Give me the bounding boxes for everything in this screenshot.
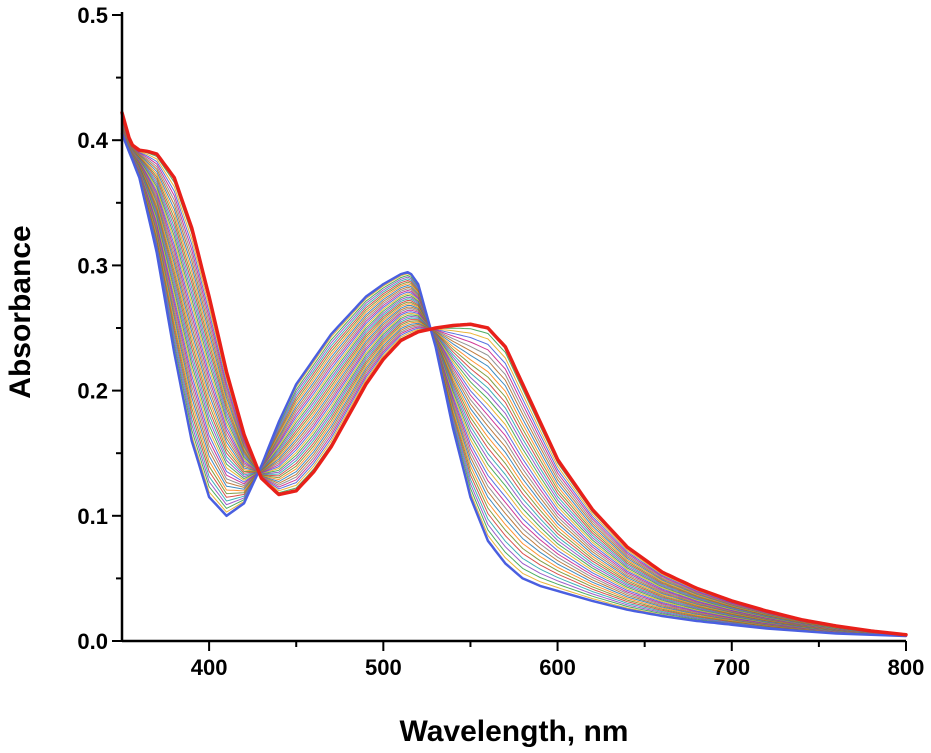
- y-tick-label: 0.1: [77, 504, 108, 529]
- y-tick-label: 0.0: [77, 629, 108, 654]
- intermediate-trace-25: [121, 119, 907, 636]
- intermediate-trace-38: [121, 112, 907, 636]
- intermediate-trace-20: [121, 122, 907, 636]
- y-axis-title: Absorbance: [4, 225, 37, 398]
- x-tick-label: 800: [888, 655, 925, 680]
- initial-spectrum-line: [120, 132, 908, 638]
- final-spectrum-line: [120, 110, 908, 637]
- y-tick-label: 0.2: [77, 379, 108, 404]
- x-tick-label: 700: [713, 655, 750, 680]
- intermediate-trace-2: [121, 132, 907, 637]
- intermediate-trace-26: [121, 119, 907, 636]
- intermediate-trace-18: [121, 123, 907, 636]
- y-tick-label: 0.4: [77, 128, 108, 153]
- series-layer: [120, 110, 908, 638]
- intermediate-trace-24: [121, 120, 907, 636]
- intermediate-trace-21: [121, 122, 907, 636]
- intermediate-trace-17: [121, 124, 907, 636]
- x-axis-title: Wavelength, nm: [400, 715, 629, 748]
- intermediate-trace-23: [121, 120, 907, 636]
- y-tick-label: 0.3: [77, 253, 108, 278]
- x-tick-label: 400: [191, 655, 228, 680]
- y-tick-label: 0.5: [77, 3, 108, 28]
- axes-layer: 400 500 600 700 800 0.0 0.1 0.2 0.3 0.4 0.5: [77, 3, 924, 680]
- x-tick-label: 600: [539, 655, 576, 680]
- intermediate-trace-19: [121, 123, 907, 636]
- intermediate-trace-37: [121, 113, 907, 636]
- intermediate-trace-36: [121, 113, 907, 636]
- intermediate-trace-22: [121, 121, 907, 636]
- x-tick-label: 500: [365, 655, 402, 680]
- intermediate-trace-35: [121, 114, 907, 636]
